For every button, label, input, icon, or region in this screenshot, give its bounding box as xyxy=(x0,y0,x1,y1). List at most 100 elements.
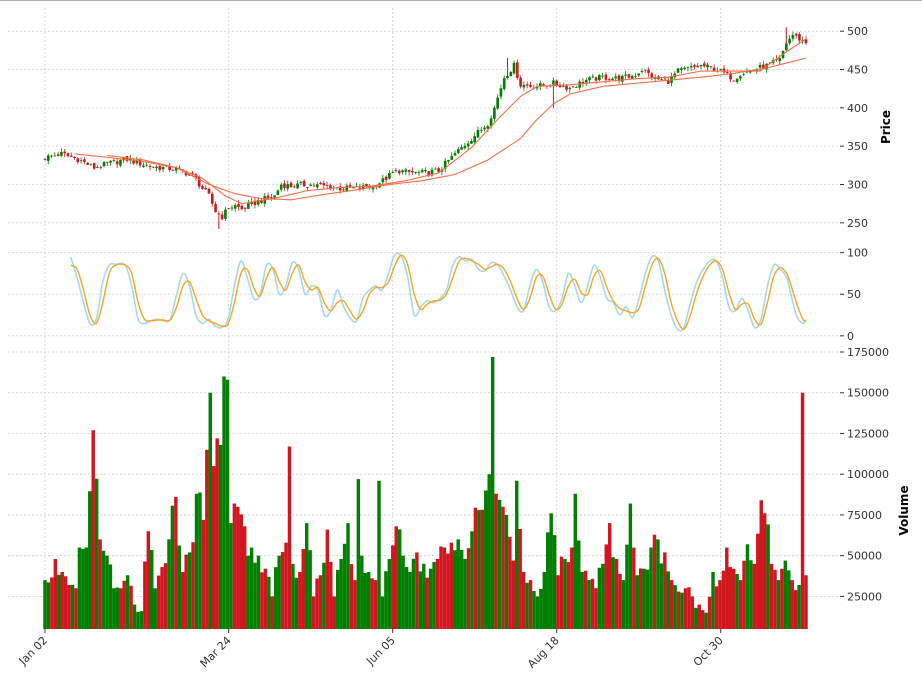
candle-body xyxy=(601,75,604,77)
volume-bar xyxy=(153,588,157,629)
candle-body xyxy=(279,184,283,190)
volume-bar xyxy=(749,560,753,629)
candle-body xyxy=(401,170,404,173)
volume-bar xyxy=(198,492,202,629)
candle-body xyxy=(516,62,519,78)
candle-body xyxy=(745,71,749,73)
candle-body xyxy=(388,173,391,179)
volume-bar xyxy=(212,466,216,629)
volume-bar xyxy=(94,478,99,629)
candle-body xyxy=(627,74,631,78)
candle-body xyxy=(476,129,480,138)
volume-bar xyxy=(728,566,732,629)
volume-bar xyxy=(335,569,340,629)
volume-bar xyxy=(470,531,474,629)
candle-body xyxy=(568,87,572,89)
candle-body xyxy=(191,172,194,174)
volume-bar xyxy=(453,550,457,629)
candle-body xyxy=(365,183,368,188)
volume-bar xyxy=(442,547,447,629)
candle-body xyxy=(732,80,736,82)
candle-body xyxy=(552,80,555,85)
volume-bar xyxy=(112,588,116,629)
volume-bar xyxy=(528,580,533,629)
candle-body xyxy=(719,68,723,70)
volume-bar xyxy=(404,566,409,629)
candle-body xyxy=(92,163,96,169)
volume-y-tick-label: 100000 xyxy=(847,468,889,481)
candle-body xyxy=(604,74,608,80)
candle-body xyxy=(204,187,208,190)
candle-body xyxy=(430,169,434,176)
volume-bar xyxy=(490,356,495,629)
candle-body xyxy=(322,183,326,186)
candle-body xyxy=(233,205,237,209)
volume-bar xyxy=(242,526,247,629)
volume-bar xyxy=(446,553,450,629)
volume-y-tick-label: 25000 xyxy=(847,590,882,603)
candle-body xyxy=(434,168,437,170)
candle-body xyxy=(368,185,372,188)
candle-body xyxy=(53,155,57,157)
volume-bar xyxy=(57,574,61,629)
candle-body xyxy=(171,170,175,172)
candle-body xyxy=(174,167,178,171)
volume-bar xyxy=(756,533,760,629)
volume-bar xyxy=(380,596,385,629)
volume-bar xyxy=(638,568,643,629)
volume-bar xyxy=(46,582,51,629)
volume-axis-title: Volume xyxy=(897,485,911,535)
candle-body xyxy=(158,165,162,170)
volume-bar xyxy=(325,529,330,629)
volume-bar xyxy=(101,550,106,629)
volume-bar xyxy=(697,604,701,629)
candle-body xyxy=(437,168,440,172)
price-y-tick-label: 500 xyxy=(847,25,868,38)
volume-bar xyxy=(63,576,68,629)
volume-bar xyxy=(601,563,605,629)
volume-bar xyxy=(504,514,509,629)
volume-bar xyxy=(115,587,120,629)
volume-bar xyxy=(232,503,237,629)
volume-bar xyxy=(621,580,626,629)
volume-bar xyxy=(298,571,302,629)
candle-body xyxy=(50,155,53,157)
volume-bar xyxy=(721,570,726,629)
volume-bar xyxy=(260,572,264,629)
volume-bar xyxy=(287,446,292,629)
volume-bar xyxy=(329,561,333,629)
candle-body xyxy=(499,88,503,97)
volume-bar xyxy=(301,549,305,629)
volume-bar xyxy=(167,539,171,629)
stochastic-d-line xyxy=(70,254,807,330)
ma-short-line xyxy=(74,38,807,205)
candle-body xyxy=(296,183,299,189)
volume-bar xyxy=(480,509,485,629)
volume-bar xyxy=(67,585,71,629)
candle-body xyxy=(132,159,135,164)
volume-bar xyxy=(239,514,243,629)
volume-bar xyxy=(676,591,681,629)
candle-body xyxy=(643,69,647,71)
candle-body xyxy=(102,161,106,167)
volume-bar xyxy=(119,588,123,629)
candle-body xyxy=(571,86,575,88)
volume-bar xyxy=(332,596,336,629)
candle-body xyxy=(338,186,342,191)
candle-body xyxy=(112,160,116,161)
candle-body xyxy=(145,164,148,166)
volume-bar xyxy=(170,505,175,629)
volume-bar xyxy=(77,547,82,629)
candle-body xyxy=(712,67,716,72)
candle-body xyxy=(63,151,66,154)
candle-body xyxy=(89,163,93,165)
candle-body xyxy=(155,166,158,168)
volume-bar xyxy=(363,573,367,629)
volume-bar xyxy=(570,547,574,629)
candle-body xyxy=(250,201,253,204)
candle-body xyxy=(46,155,50,161)
volume-bar xyxy=(191,542,195,629)
volume-bar xyxy=(229,523,233,629)
candle-body xyxy=(86,162,89,165)
